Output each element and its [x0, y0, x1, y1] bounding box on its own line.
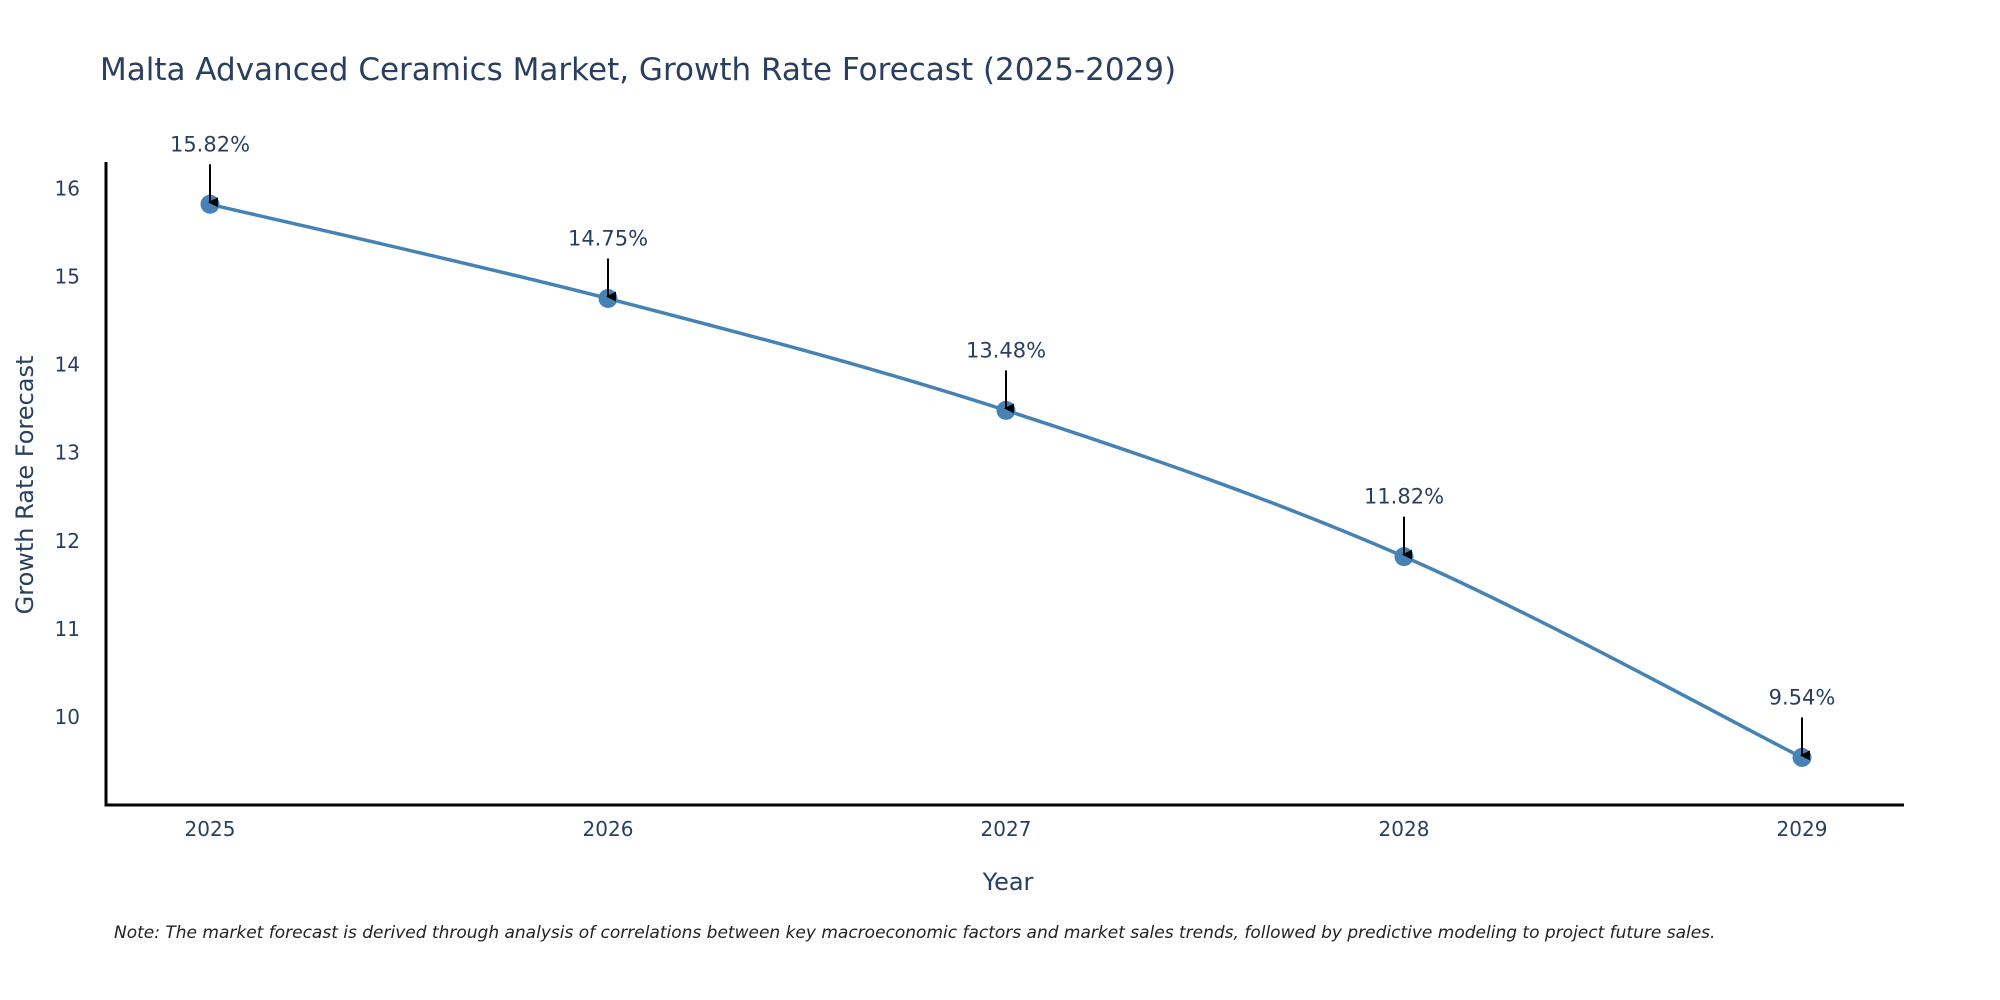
data-label: 11.82%	[1364, 485, 1444, 509]
series-line	[209, 202, 1803, 759]
y-tick-label: 16	[55, 176, 80, 200]
y-axis-title: Growth Rate Forecast	[11, 356, 39, 615]
x-tick-label: 2026	[583, 817, 634, 841]
data-points	[200, 194, 1812, 767]
x-tick-label: 2025	[185, 817, 236, 841]
y-tick-label: 14	[55, 353, 80, 377]
x-axis-ticks: 2025 2026 2027 2028 2029	[185, 817, 1828, 841]
footnote: Note: The market forecast is derived thr…	[114, 923, 1715, 943]
data-annotations: 15.82% 14.75% 13.48% 11.82% 9.54%	[170, 132, 1836, 761]
x-tick-label: 2029	[1777, 817, 1828, 841]
y-tick-label: 11	[55, 617, 80, 641]
x-axis-title: Year	[982, 868, 1034, 896]
y-axis-ticks: 10 11 12 13 14 15 16	[55, 176, 80, 728]
data-label: 15.82%	[170, 132, 250, 156]
y-tick-label: 15	[55, 265, 80, 289]
x-tick-label: 2027	[981, 817, 1032, 841]
data-label: 9.54%	[1769, 685, 1836, 709]
y-tick-label: 13	[55, 441, 80, 465]
y-tick-label: 12	[55, 529, 80, 553]
chart-title: Malta Advanced Ceramics Market, Growth R…	[100, 52, 1176, 88]
x-tick-label: 2028	[1379, 817, 1430, 841]
data-label: 13.48%	[966, 338, 1046, 362]
data-label: 14.75%	[568, 227, 648, 251]
y-tick-label: 10	[55, 705, 80, 729]
